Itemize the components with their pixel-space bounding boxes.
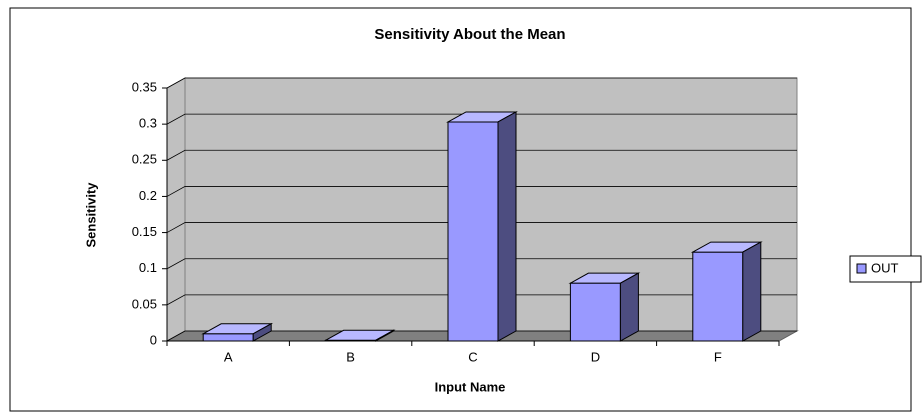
y-tick-label: 0.2 bbox=[139, 188, 157, 203]
x-tick-label: C bbox=[468, 349, 477, 364]
bar-side bbox=[252, 322, 272, 342]
legend-label: OUT bbox=[871, 260, 899, 275]
bar bbox=[690, 241, 763, 342]
y-tick-label: 0.1 bbox=[139, 260, 157, 275]
x-tick-label: F bbox=[714, 349, 722, 364]
y-tick-label: 0.3 bbox=[139, 116, 157, 131]
grid-line bbox=[166, 77, 797, 89]
y-axis-label: Sensitivity bbox=[83, 182, 98, 248]
bar-side bbox=[619, 272, 639, 342]
grid-line bbox=[166, 113, 797, 125]
grid bbox=[166, 77, 797, 342]
legend-swatch bbox=[856, 263, 867, 274]
bar-front bbox=[447, 121, 499, 342]
bar bbox=[201, 322, 274, 342]
x-tick-label: A bbox=[224, 349, 233, 364]
y-tick-label: 0.05 bbox=[132, 296, 157, 311]
grid-line bbox=[166, 258, 797, 270]
bar-front bbox=[692, 251, 744, 342]
bar-front bbox=[569, 282, 621, 342]
x-axis-label: Input Name bbox=[435, 379, 506, 394]
bar bbox=[568, 272, 641, 342]
bar-front bbox=[202, 333, 254, 342]
y-tick-label: 0.25 bbox=[132, 152, 157, 167]
bar-side bbox=[497, 111, 517, 342]
y-tick-label: 0.15 bbox=[132, 224, 157, 239]
y-tick-label: 0 bbox=[150, 332, 157, 347]
y-tick-label: 0.35 bbox=[132, 79, 157, 94]
bar-side bbox=[375, 329, 395, 342]
grid-line bbox=[166, 186, 797, 197]
grid-line bbox=[166, 149, 797, 161]
side-wall bbox=[166, 77, 186, 342]
bar bbox=[446, 111, 518, 342]
bar-side bbox=[742, 241, 762, 342]
bar bbox=[323, 329, 396, 342]
chart-title: Sensitivity About the Mean bbox=[374, 26, 565, 43]
x-tick-label: D bbox=[591, 349, 600, 364]
x-tick-label: B bbox=[346, 349, 355, 364]
grid-line bbox=[166, 222, 797, 233]
bars bbox=[201, 111, 763, 342]
